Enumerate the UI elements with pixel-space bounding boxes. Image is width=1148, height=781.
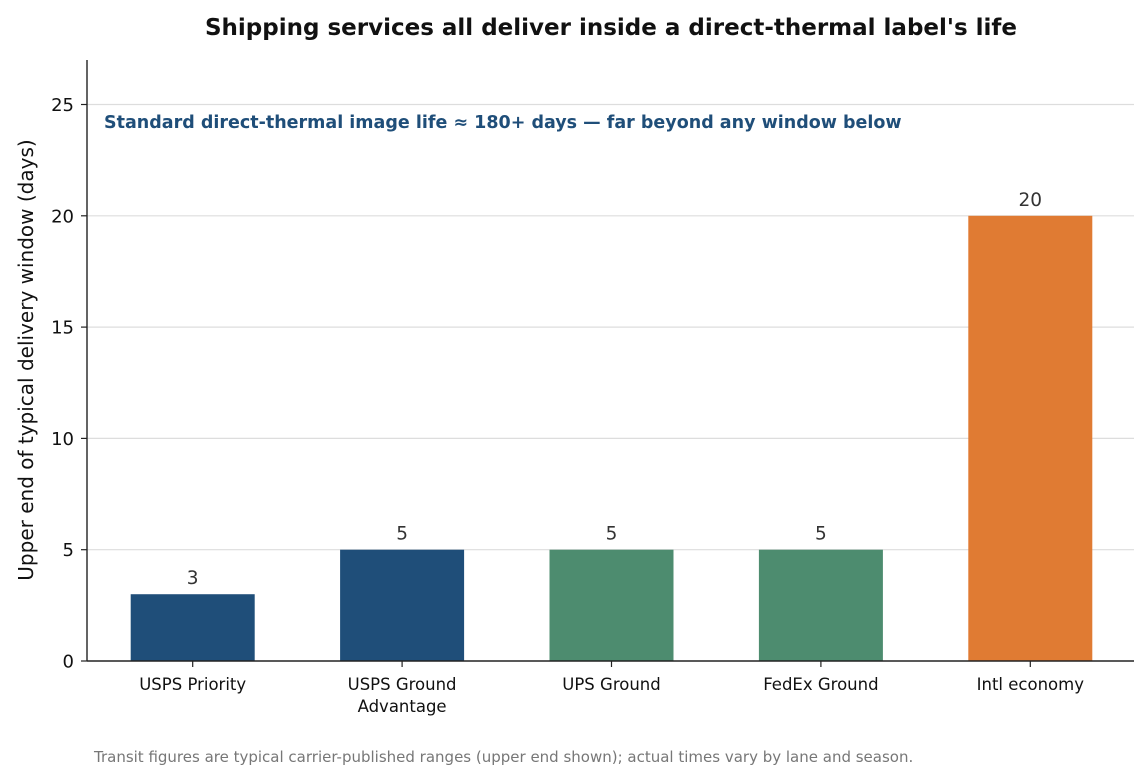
x-tick-label-line: FedEx Ground (763, 675, 878, 694)
chart-footnote: Transit figures are typical carrier-publ… (93, 748, 913, 766)
data-label: 5 (396, 524, 408, 545)
chart-title: Shipping services all deliver inside a d… (205, 15, 1017, 41)
axes (86, 60, 1134, 662)
bar (340, 549, 465, 661)
x-tick-label: Intl economy (977, 675, 1085, 694)
data-label: 5 (815, 524, 827, 545)
y-tick-label: 25 (51, 95, 74, 116)
data-label: 20 (1019, 190, 1043, 211)
x-tick-label-line: USPS Ground (348, 675, 457, 694)
data-label: 3 (187, 568, 199, 589)
y-axis-label: Upper end of typical delivery window (da… (14, 139, 38, 580)
data-label: 5 (606, 524, 618, 545)
data-labels: 3 5 5 5 20 (187, 190, 1042, 589)
x-tick-label-line: Advantage (358, 697, 447, 716)
bar (968, 215, 1093, 662)
x-tick-label: UPS Ground (562, 675, 660, 694)
y-tick-label: 0 (63, 652, 74, 673)
x-tick-label-line: Intl economy (977, 675, 1085, 694)
x-tick-label: USPS Ground Advantage (348, 675, 457, 716)
chart-annotation: Standard direct-thermal image life ≈ 180… (104, 113, 902, 133)
x-axis-ticks: USPS Priority USPS Ground Advantage UPS Gro… (139, 661, 1084, 716)
gridlines (87, 103, 1134, 551)
y-axis-ticks: 0 5 10 15 20 25 (51, 95, 87, 673)
x-tick-label-line: USPS Priority (139, 675, 246, 694)
bar (130, 594, 255, 661)
y-tick-label: 5 (63, 540, 74, 561)
y-tick-label: 10 (51, 429, 74, 450)
x-tick-label-line: UPS Ground (562, 675, 660, 694)
y-tick-label: 20 (51, 206, 74, 227)
x-tick-label: USPS Priority (139, 675, 246, 694)
y-tick-label: 15 (51, 318, 74, 339)
bar (758, 549, 883, 661)
x-tick-label: FedEx Ground (763, 675, 878, 694)
bar (549, 549, 674, 661)
bars (130, 215, 1093, 662)
